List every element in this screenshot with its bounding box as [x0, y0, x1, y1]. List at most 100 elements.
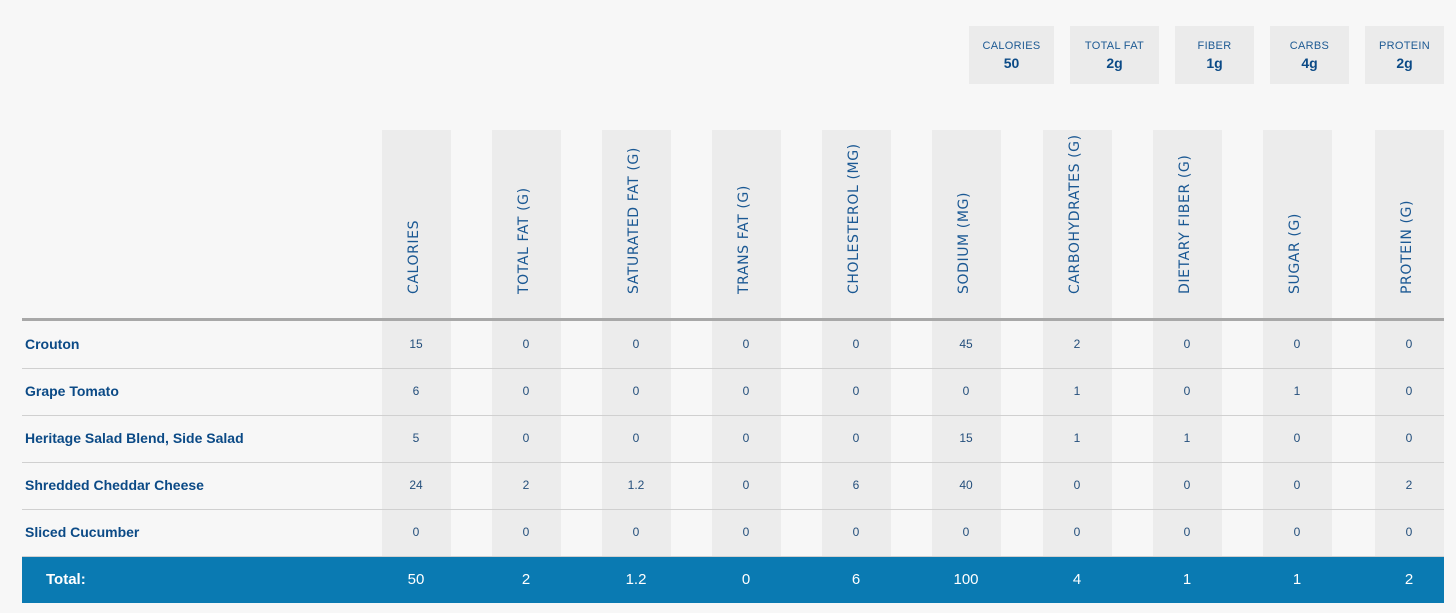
table-cell: 0 — [1293, 525, 1301, 539]
table-cell: 0 — [962, 525, 970, 539]
table-row: Sliced Cucumber 0 0 0 0 0 0 0 0 0 0 — [22, 509, 1444, 557]
table-cell: 0 — [742, 431, 750, 445]
row-label: Grape Tomato — [25, 383, 119, 399]
table-cell: 0 — [632, 384, 640, 398]
table-cell: 0 — [742, 384, 750, 398]
column-band — [381, 130, 451, 557]
column-header-label: SODIUM (MG) — [956, 191, 972, 294]
table-row: Crouton 15 0 0 0 0 45 2 0 0 0 — [22, 321, 1444, 369]
table-cell: 0 — [632, 525, 640, 539]
column-band — [1374, 130, 1444, 557]
total-label: Total: — [46, 571, 86, 588]
column-header: SATURATED FAT (G) — [602, 130, 671, 318]
table-cell: 0 — [742, 337, 750, 351]
table-cell: 0 — [1405, 431, 1413, 445]
column-header-label: SATURATED FAT (G) — [626, 147, 642, 294]
column-band — [711, 130, 781, 557]
column-header-label: SUGAR (G) — [1287, 213, 1303, 294]
column-band — [491, 130, 561, 557]
column-header-label: TRANS FAT (G) — [736, 185, 752, 294]
table-cell: 0 — [852, 337, 860, 351]
summary-fiber: FIBER 1g — [1175, 26, 1254, 84]
table-cell: 0 — [522, 431, 530, 445]
column-header: TRANS FAT (G) — [712, 130, 781, 318]
table-cell: 0 — [742, 525, 750, 539]
table-cell: 1 — [1073, 384, 1081, 398]
table-cell: 2 — [1073, 337, 1081, 351]
table-cell: 24 — [409, 478, 423, 492]
table-cell: 0 — [1405, 384, 1413, 398]
column-band — [1262, 130, 1332, 557]
column-band — [1042, 130, 1112, 557]
total-cell: 50 — [407, 571, 425, 588]
table-cell: 0 — [852, 525, 860, 539]
table-cell: 0 — [1405, 337, 1413, 351]
summary-label: FIBER — [1197, 40, 1232, 52]
row-label: Crouton — [25, 336, 80, 352]
summary-label: CALORIES — [982, 40, 1041, 52]
total-cell: 6 — [851, 571, 861, 588]
total-cell: 1 — [1292, 571, 1302, 588]
column-header: SUGAR (G) — [1263, 130, 1332, 318]
table-cell: 0 — [522, 337, 530, 351]
column-header-label: PROTEIN (G) — [1399, 199, 1415, 294]
table-cell: 15 — [409, 337, 423, 351]
table-cell: 2 — [522, 478, 530, 492]
table-row: Grape Tomato 6 0 0 0 0 0 1 0 1 0 — [22, 368, 1444, 416]
summary-total-fat: TOTAL FAT 2g — [1070, 26, 1159, 84]
table-cell: 0 — [962, 384, 970, 398]
column-band — [821, 130, 891, 557]
table-cell: 0 — [1293, 431, 1301, 445]
total-cell: 1 — [1182, 571, 1192, 588]
table-row: Heritage Salad Blend, Side Salad 5 0 0 0 0 15 1… — [22, 415, 1444, 463]
row-label: Heritage Salad Blend, Side Salad — [25, 430, 244, 446]
column-header: SODIUM (MG) — [932, 130, 1001, 318]
table-cell: 0 — [1293, 478, 1301, 492]
column-band — [1152, 130, 1222, 557]
table-cell: 0 — [1405, 525, 1413, 539]
column-header: TOTAL FAT (G) — [492, 130, 561, 318]
table-cell: 5 — [412, 431, 420, 445]
table-cell: 2 — [1405, 478, 1413, 492]
summary-label: CARBS — [1289, 40, 1330, 52]
summary-carbs: CARBS 4g — [1270, 26, 1349, 84]
summary-value: 2g — [1106, 55, 1123, 71]
summary-calories: CALORIES 50 — [969, 26, 1054, 84]
header-divider — [22, 318, 1444, 321]
table-cell: 0 — [742, 478, 750, 492]
table-cell: 0 — [632, 431, 640, 445]
total-cell: 4 — [1072, 571, 1082, 588]
column-header: PROTEIN (G) — [1375, 130, 1444, 318]
table-cell: 1.2 — [627, 478, 645, 492]
column-header-label: CARBOHYDRATES (G) — [1067, 134, 1083, 294]
total-cell: 0 — [741, 571, 751, 588]
table-cell: 0 — [1183, 478, 1191, 492]
table-cell: 0 — [1183, 384, 1191, 398]
table-cell: 0 — [522, 525, 530, 539]
total-cell: 2 — [521, 571, 531, 588]
table-cell: 0 — [1073, 525, 1081, 539]
table-cell: 40 — [959, 478, 973, 492]
row-label: Sliced Cucumber — [25, 524, 140, 540]
table-cell: 0 — [852, 431, 860, 445]
table-cell: 0 — [1183, 337, 1191, 351]
column-header-label: DIETARY FIBER (G) — [1177, 154, 1193, 294]
table-cell: 6 — [852, 478, 860, 492]
summary-value: 50 — [1003, 55, 1020, 71]
table-cell: 45 — [959, 337, 973, 351]
table-cell: 6 — [412, 384, 420, 398]
column-header: DIETARY FIBER (G) — [1153, 130, 1222, 318]
column-header: CARBOHYDRATES (G) — [1043, 130, 1112, 318]
table-cell: 15 — [959, 431, 973, 445]
summary-protein: PROTEIN 2g — [1365, 26, 1444, 84]
column-band — [931, 130, 1001, 557]
column-header-label: CALORIES — [406, 219, 422, 294]
column-header-label: TOTAL FAT (G) — [516, 187, 532, 294]
table-cell: 1 — [1183, 431, 1191, 445]
table-cell: 1 — [1293, 384, 1301, 398]
table-cell: 0 — [1073, 478, 1081, 492]
table-cell: 0 — [1293, 337, 1301, 351]
total-row: Total: 50 2 1.2 0 6 100 4 1 1 2 — [22, 557, 1444, 603]
column-band — [601, 130, 671, 557]
total-cell: 1.2 — [625, 571, 647, 588]
